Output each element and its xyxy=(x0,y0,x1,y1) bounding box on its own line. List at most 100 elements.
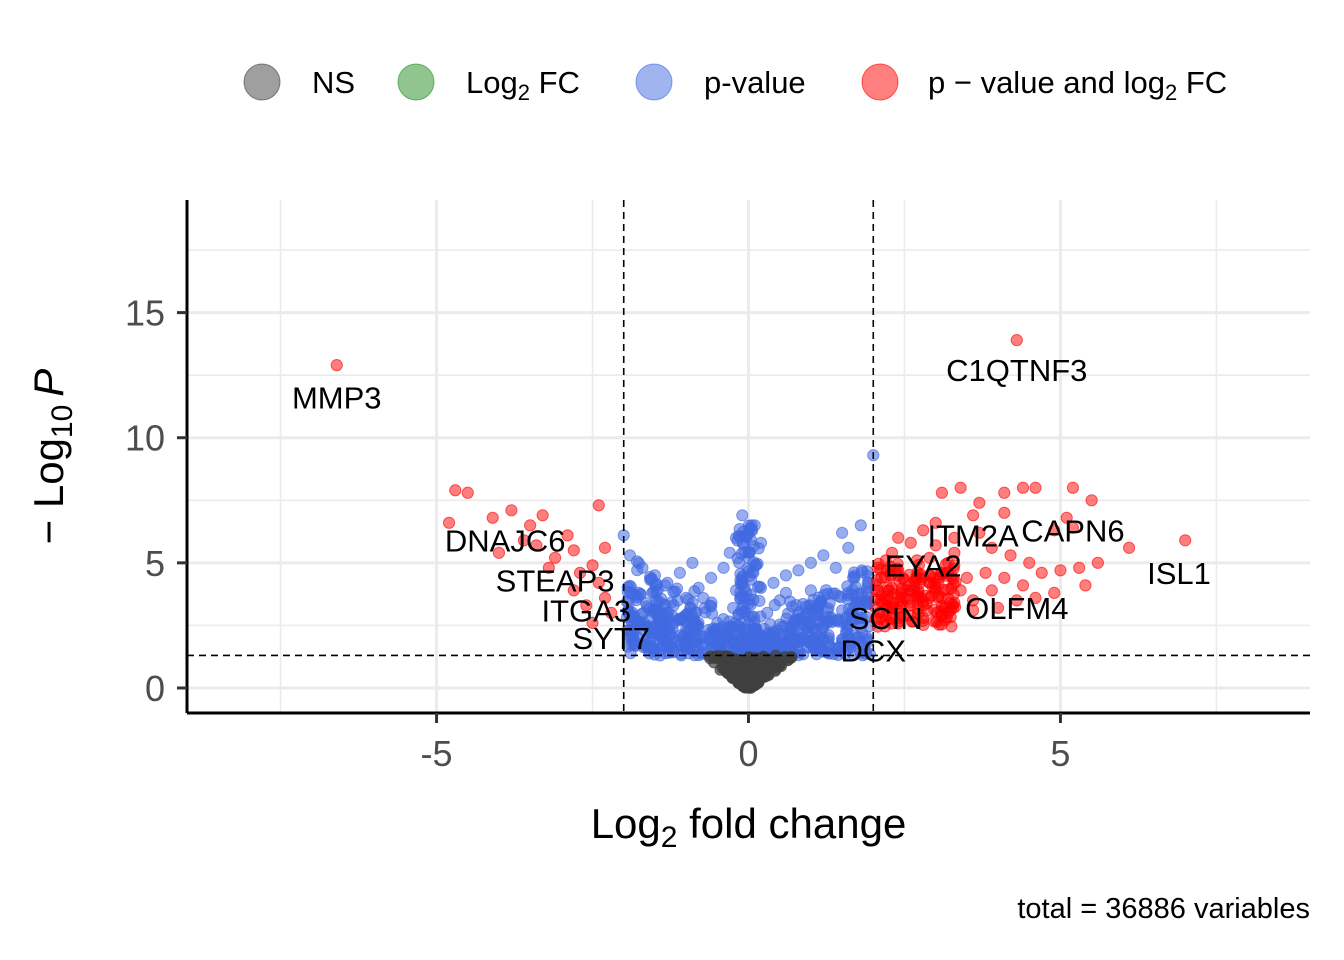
gene-label-isl1: ISL1 xyxy=(1147,556,1211,591)
point-p-value xyxy=(729,584,743,597)
point-significant xyxy=(991,601,1005,614)
point-significant xyxy=(910,571,924,584)
point-significant xyxy=(1073,561,1086,574)
point-significant xyxy=(967,509,980,522)
gene-label-mmp3: MMP3 xyxy=(292,381,382,416)
point-p-value xyxy=(623,549,637,562)
legend: NS Log2 FC p-value p − value and log2 FC xyxy=(243,63,1227,105)
point-significant xyxy=(524,519,537,532)
gene-label-olfm4: OLFM4 xyxy=(965,591,1068,626)
point-significant xyxy=(917,611,930,625)
point-significant xyxy=(486,511,499,524)
point-p-value xyxy=(854,519,867,532)
point-significant xyxy=(904,536,917,549)
point-ns xyxy=(737,673,750,687)
point-significant xyxy=(885,581,899,594)
gene-label-dnajc6: DNAJC6 xyxy=(445,523,566,558)
legend-fc-marker xyxy=(397,63,435,101)
point-p-value xyxy=(673,566,686,579)
ns-cloud xyxy=(704,649,798,694)
point-ns xyxy=(767,661,780,674)
point-significant xyxy=(461,486,474,499)
point-significant xyxy=(1066,521,1080,534)
point-significant xyxy=(598,591,612,604)
point-significant xyxy=(1060,511,1073,524)
gene-label-eya2: EYA2 xyxy=(885,548,962,583)
point-significant xyxy=(530,539,543,552)
x-tick-label: -5 xyxy=(421,733,453,774)
point-significant xyxy=(1016,579,1030,592)
point-significant xyxy=(948,596,961,609)
y-tick-label: 5 xyxy=(145,543,165,584)
point-p-value xyxy=(822,634,835,648)
legend-ns-marker xyxy=(243,63,281,101)
gene-label-itga3: ITGA3 xyxy=(541,593,631,628)
point-significant xyxy=(548,551,562,564)
point-significant xyxy=(973,526,986,539)
point-significant xyxy=(1179,534,1192,547)
point-significant xyxy=(567,584,580,597)
point-significant xyxy=(954,481,967,494)
point-significant xyxy=(892,564,905,577)
point-significant xyxy=(1023,556,1036,569)
point-significant xyxy=(917,524,930,537)
point-significant xyxy=(929,581,942,594)
point-p-value xyxy=(854,611,867,625)
point-p-value xyxy=(723,546,736,559)
point-significant xyxy=(598,541,612,554)
legend-ns-label: NS xyxy=(312,65,355,100)
point-significant xyxy=(1079,579,1092,592)
point-p-value xyxy=(736,574,749,587)
point-p-value xyxy=(779,586,793,599)
point-p-value xyxy=(848,571,861,584)
point-significant xyxy=(561,529,574,542)
point-p-value xyxy=(761,606,774,620)
point-p-value xyxy=(623,586,637,599)
point-p-value xyxy=(680,591,693,604)
point-significant xyxy=(1091,556,1104,569)
point-p-value xyxy=(842,541,855,554)
gene-label-scin: SCIN xyxy=(849,601,923,636)
point-significant xyxy=(442,516,456,529)
y-tick-label: 15 xyxy=(125,293,165,334)
point-p-value xyxy=(782,607,795,620)
axes: -5 0 5 0 5 10 15 xyxy=(125,200,1310,774)
point-p-value xyxy=(690,640,704,654)
point-p-value xyxy=(773,631,786,645)
point-significant xyxy=(892,604,905,617)
point-p-value xyxy=(786,634,799,647)
y-axis-title: − Log10P xyxy=(25,369,79,545)
point-significant xyxy=(948,531,961,544)
point-p-value xyxy=(711,616,724,630)
legend-both-label: p − value and log2 FC xyxy=(928,65,1227,105)
point-p-value xyxy=(835,604,849,617)
point-p-value xyxy=(811,606,824,620)
point-p-value xyxy=(779,569,793,582)
point-p-value xyxy=(748,623,761,636)
point-significant xyxy=(979,566,992,579)
point-p-value xyxy=(630,621,643,635)
gene-label-dcx: DCX xyxy=(841,633,907,668)
point-significant xyxy=(954,584,967,597)
x-axis-title: Log2 fold change xyxy=(591,800,907,854)
point-ns xyxy=(750,675,764,688)
point-p-value xyxy=(761,629,774,642)
point-significant xyxy=(892,531,905,544)
point-p-value xyxy=(690,628,703,641)
point-significant xyxy=(592,576,605,589)
point-significant xyxy=(960,571,973,584)
point-significant xyxy=(586,616,599,630)
point-ns xyxy=(725,654,739,668)
point-p-value xyxy=(662,646,675,659)
point-significant xyxy=(605,606,618,620)
point-p-value xyxy=(673,612,686,626)
legend-fc-label: Log2 FC xyxy=(466,65,580,105)
point-significant xyxy=(929,539,942,552)
point-p-value xyxy=(670,582,684,595)
legend-item-fc: Log2 FC xyxy=(397,63,580,105)
gene-label-syt7: SYT7 xyxy=(572,621,650,656)
point-significant xyxy=(573,566,587,579)
point-significant xyxy=(1029,591,1042,604)
point-p-value xyxy=(790,599,803,612)
